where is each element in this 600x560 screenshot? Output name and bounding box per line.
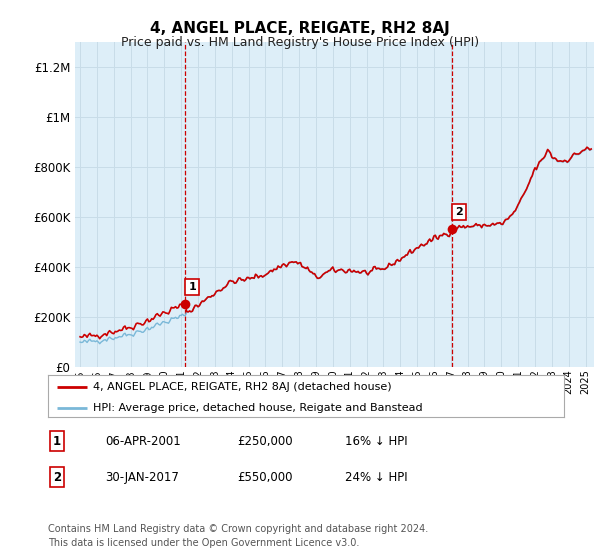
Text: 06-APR-2001: 06-APR-2001 (105, 435, 181, 448)
Text: 30-JAN-2017: 30-JAN-2017 (105, 470, 179, 484)
Text: Contains HM Land Registry data © Crown copyright and database right 2024.
This d: Contains HM Land Registry data © Crown c… (48, 525, 428, 548)
Text: Price paid vs. HM Land Registry's House Price Index (HPI): Price paid vs. HM Land Registry's House … (121, 36, 479, 49)
Text: 1: 1 (53, 435, 61, 448)
Text: £250,000: £250,000 (237, 435, 293, 448)
Text: £550,000: £550,000 (237, 470, 293, 484)
Text: 24% ↓ HPI: 24% ↓ HPI (345, 470, 407, 484)
Text: 2: 2 (53, 470, 61, 484)
Text: 2: 2 (455, 207, 463, 217)
Text: HPI: Average price, detached house, Reigate and Banstead: HPI: Average price, detached house, Reig… (94, 403, 423, 413)
Text: 16% ↓ HPI: 16% ↓ HPI (345, 435, 407, 448)
Text: 4, ANGEL PLACE, REIGATE, RH2 8AJ (detached house): 4, ANGEL PLACE, REIGATE, RH2 8AJ (detach… (94, 381, 392, 391)
Text: 1: 1 (188, 282, 196, 292)
Text: 4, ANGEL PLACE, REIGATE, RH2 8AJ: 4, ANGEL PLACE, REIGATE, RH2 8AJ (150, 21, 450, 36)
